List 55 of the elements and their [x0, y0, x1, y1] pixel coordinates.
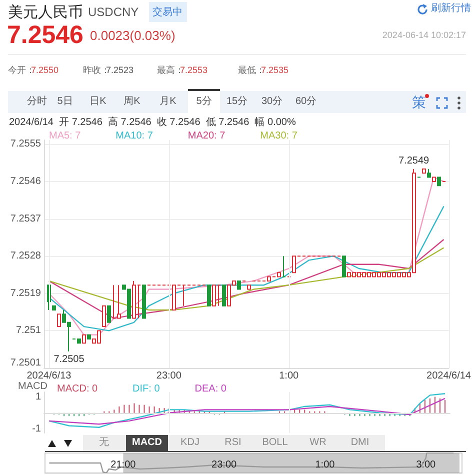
x-tick-label: 23:00: [212, 460, 238, 470]
annotation: MACD: [18, 381, 48, 392]
text: DMI: [350, 436, 370, 450]
y-tick-label: 7.2546: [10, 176, 42, 187]
text: MA20: 7: [188, 130, 226, 142]
text: 7.2523: [106, 65, 134, 75]
text: 7.2550: [31, 65, 59, 75]
text: 日K: [90, 96, 106, 107]
y-tick-label: 7.2519: [10, 288, 42, 299]
text: 5日: [57, 96, 73, 107]
chart-subtitle: USDCNY: [88, 5, 139, 19]
text: WR: [308, 436, 328, 450]
y-tick-label: 7.251: [16, 325, 42, 336]
text: MA30: 7: [260, 130, 298, 142]
text: 7.2535: [261, 65, 289, 75]
y-tick-label: 1: [35, 391, 42, 402]
series-label: MACD: 0: [57, 384, 98, 394]
text: 交易中: [148, 2, 187, 22]
x-tick-label: 2024/6/14: [426, 370, 472, 382]
y-tick-label: 7.2537: [10, 213, 42, 224]
text: MA10: 7: [116, 130, 154, 142]
text: 30分: [261, 96, 283, 107]
text: 2024-06-14 10:02:17: [382, 30, 466, 40]
chart-title: 美元人民币: [8, 2, 83, 22]
text: 0.0023(0.03%): [90, 28, 176, 43]
series-label: DEA: 0: [194, 384, 227, 394]
text: 15分: [226, 96, 248, 107]
text: 周K: [124, 96, 140, 107]
x-tick-label: 21:00: [110, 460, 136, 470]
series-label: DIF: 0: [132, 384, 160, 394]
y-tick-label: -1: [32, 423, 42, 434]
text: 7.2553: [180, 65, 208, 75]
y-tick-label: 7.2555: [10, 138, 42, 150]
text: 策: [412, 94, 426, 110]
x-tick-label: 1:00: [315, 460, 336, 470]
text: RSI: [224, 436, 242, 450]
text: MA5: 7: [49, 130, 82, 142]
text: KDJ: [180, 436, 200, 450]
text: 60分: [295, 96, 317, 107]
text: 无: [98, 436, 110, 450]
x-tick-label: 2024/6/13: [26, 370, 72, 382]
y-tick-label: 7.2528: [10, 250, 42, 262]
text: BOLL: [261, 436, 289, 450]
text: 5分: [196, 96, 212, 107]
x-tick-label: 1:00: [279, 370, 300, 382]
text: MACD: [126, 435, 168, 451]
text: 分时: [27, 96, 47, 107]
annotation: 7.2549: [398, 156, 430, 167]
text: 2024/6/14 开 7.2546 高 7.2546 收 7.2546 低 7.2546 幅 0.00%: [9, 117, 296, 128]
annotation: 7.2505: [54, 354, 85, 365]
x-tick-label: 23:00: [156, 370, 182, 382]
x-tick-label: 3:00: [416, 460, 436, 470]
text: 月K: [160, 96, 176, 107]
text: 刷新行情: [431, 3, 471, 14]
y-tick-label: 7.2501: [10, 358, 42, 368]
